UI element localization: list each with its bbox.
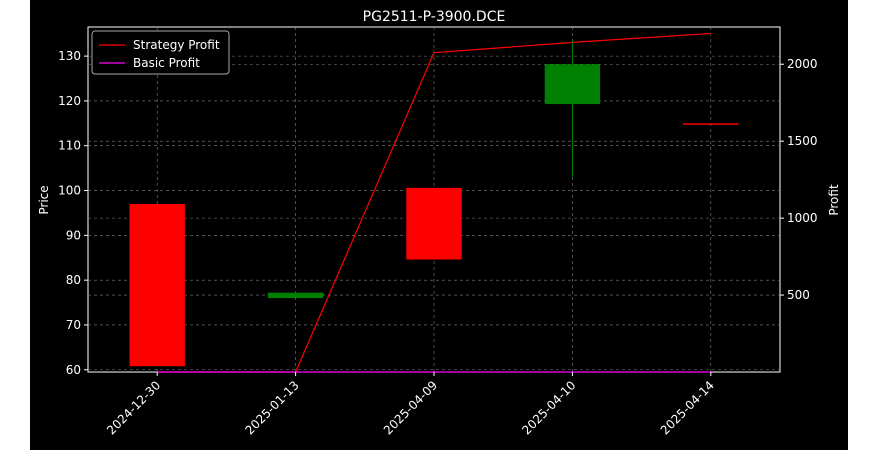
candles	[129, 40, 739, 367]
candle-body	[683, 123, 739, 125]
candle-2025-04-09	[406, 187, 462, 260]
candle-body	[544, 64, 601, 105]
candle-body	[129, 203, 185, 367]
candle-2025-04-14	[683, 123, 739, 125]
left-tick-label: 60	[66, 363, 81, 377]
left-axis: 60 70 80 90 100 110 120 130	[58, 49, 88, 377]
right-tick-label: 1500	[787, 134, 818, 148]
right-tick-label: 500	[787, 288, 810, 302]
legend-box	[91, 30, 230, 75]
left-tick-label: 70	[66, 318, 81, 332]
legend-label-strategy-profit: Strategy Profit	[133, 38, 220, 52]
left-tick-label: 120	[58, 94, 81, 108]
right-tick-label: 1000	[787, 211, 818, 225]
left-tick-label: 100	[58, 184, 81, 198]
left-axis-label: Price	[37, 185, 51, 214]
grid	[88, 27, 780, 372]
left-tick-label: 110	[58, 139, 81, 153]
candle-2025-01-13	[267, 292, 324, 299]
candle-2025-04-10	[544, 40, 601, 178]
legend: Strategy Profit Basic Profit	[91, 30, 230, 75]
right-axis: 500 1000 1500 2000	[780, 57, 818, 302]
legend-label-basic-profit: Basic Profit	[133, 56, 200, 70]
candle-body	[406, 187, 462, 260]
right-tick-label: 2000	[787, 57, 818, 71]
left-tick-label: 80	[66, 273, 81, 287]
candle-body	[267, 292, 324, 299]
chart-title: PG2511-P-3900.DCE	[363, 9, 506, 25]
right-axis-label: Profit	[827, 184, 841, 216]
candle-2024-12-30	[129, 203, 185, 367]
left-tick-label: 130	[58, 49, 81, 63]
left-tick-label: 90	[66, 228, 81, 242]
